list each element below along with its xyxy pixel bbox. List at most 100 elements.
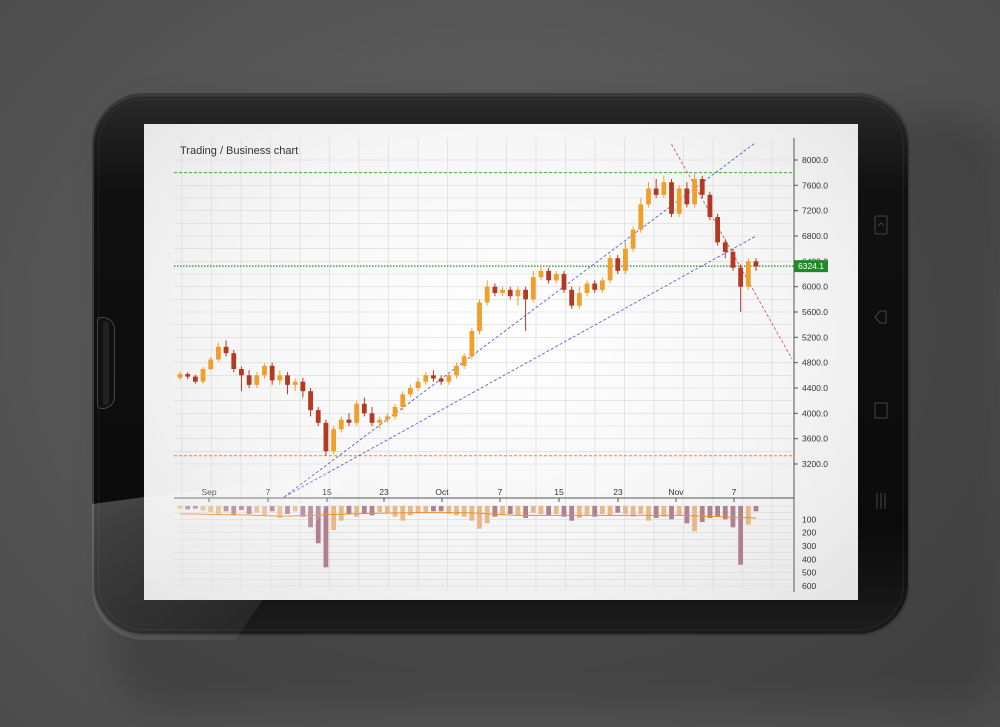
candle-body [269,365,275,381]
candle-body [600,280,605,290]
volume-bar [515,506,521,516]
volume-bar [331,506,336,530]
candle-body [308,391,313,411]
volume-tick-label: 100 [802,514,816,524]
candle-body [561,274,567,290]
price-tick-label: 4800.0 [802,358,828,368]
date-tick-label: 7 [266,487,271,497]
volume-bar [484,506,490,524]
volume-bar [661,506,667,517]
candle-body [323,422,329,452]
volume-bar [415,506,421,514]
candle-body [361,403,367,414]
date-tick-label: 15 [554,487,564,497]
volume-bar [584,506,590,516]
volume-grid [174,505,792,587]
volume-bar [715,506,720,517]
volume-bar [615,506,621,513]
volume-bar [254,506,260,513]
candle-body [262,365,267,376]
volume-tick-label: 500 [802,568,816,578]
rotate-icon[interactable] [872,214,890,236]
volume-bar [607,506,613,516]
volume-bar [338,506,344,521]
volume-bar [300,506,306,517]
volume-bar [408,506,413,516]
candle-body [738,267,744,287]
candle-body [239,369,244,376]
candle-body [246,375,252,385]
candle-body [722,242,728,252]
candle-body [431,375,436,379]
volume-bar [623,506,628,514]
current-price-badge: 6324.1 [794,260,828,273]
volume-bar [292,506,298,512]
candle-body [216,346,221,360]
candle-body [369,413,375,423]
price-tick-label: 6800.0 [802,231,828,241]
current-price-label: 6324.1 [798,261,824,271]
candles [177,172,759,456]
candle-body [500,289,505,293]
candle-body [231,353,237,369]
candle-body [454,365,459,376]
volume-bars [177,506,759,568]
volume-bar [738,506,744,565]
volume-bar [308,506,313,528]
candle-body [507,289,513,297]
volume-bar [669,506,674,520]
volume-bar [315,506,321,544]
candle-body [515,289,521,297]
candle-body [446,375,452,382]
volume-bar [208,506,214,512]
candle-body [553,274,559,281]
volume-tick-label: 600 [802,581,816,591]
volume-bar [246,506,252,514]
candle-body [477,302,482,331]
candle-body [707,194,713,217]
volume-bar [177,506,183,509]
candle-body [653,188,659,195]
downtrend-line [671,143,793,360]
candle-body [492,286,498,293]
candle-body [661,182,667,195]
candle-body [354,403,360,423]
volume-bar [684,506,690,524]
chart-title: Trading / Business chart [180,145,298,157]
volume-bar [369,506,375,516]
candle-body [646,188,651,205]
volume-bar [676,506,682,516]
price-tick-label: 5200.0 [802,332,828,342]
candle-body [292,381,298,385]
candle-body [669,182,674,214]
candle-body [530,277,536,300]
price-tick-label: 3600.0 [802,434,828,444]
date-tick-label: 7 [732,487,737,497]
volume-bar [745,506,751,525]
volume-bar [638,506,644,514]
candle-body [615,258,621,271]
candle-body [730,251,736,268]
date-tick-label: 7 [498,487,503,497]
back-icon[interactable] [872,306,890,328]
volume-bar [553,506,559,514]
volume-bar [461,506,467,517]
menu-icon[interactable] [872,490,890,512]
home-icon[interactable] [872,400,890,422]
chart-grid [174,138,792,590]
volume-bar [592,506,598,517]
volume-bar [216,506,221,514]
volume-bar [492,506,498,517]
candle-body [392,407,398,417]
candle-body [699,179,705,195]
candle-body [484,286,490,303]
candle-body [745,261,751,287]
volume-bar [192,506,198,509]
volume-bar [477,506,482,529]
date-tick-label: 23 [379,487,389,497]
candle-body [423,375,429,382]
price-tick-label: 6000.0 [802,282,828,292]
date-tick-label: Nov [668,487,684,497]
candle-body [438,378,444,382]
volume-bar [438,506,444,512]
